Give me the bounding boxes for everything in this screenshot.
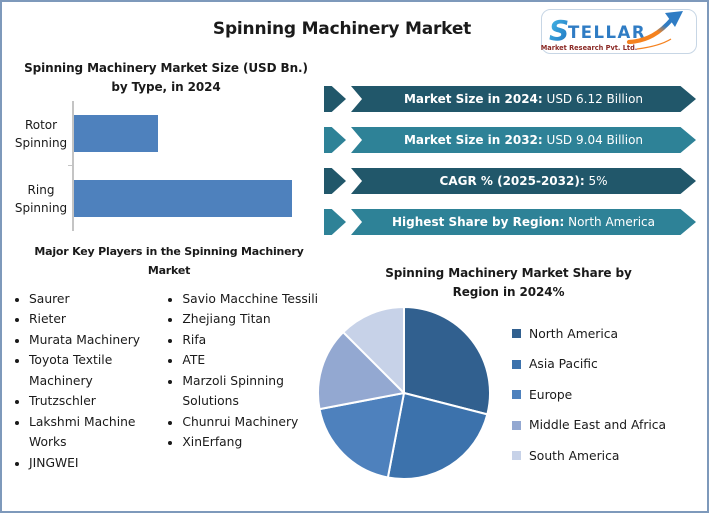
chevron-right-icon xyxy=(324,86,346,112)
key-players-section: Major Key Players in the Spinning Machin… xyxy=(12,242,326,473)
logo-arrow-icon xyxy=(626,16,675,45)
bar-row-ring-spinning: Ring Spinning xyxy=(10,165,322,232)
list-item-trutzschler: Trutzschler xyxy=(29,391,165,412)
list-item-savio-macchine-tessili: Savio Macchine Tessili xyxy=(182,289,326,310)
stat-value: North America xyxy=(564,215,655,229)
stat-banner-body: Highest Share by Region: North America xyxy=(351,209,696,235)
legend-item-south-america: South America xyxy=(512,440,666,471)
legend-swatch-icon xyxy=(512,359,521,369)
pie-slice-north-america xyxy=(403,306,491,416)
legend-swatch-icon xyxy=(512,420,521,430)
stat-label: Market Size in 2024: xyxy=(403,92,543,106)
list-item-marzoli-spinning-solutions: Marzoli Spinning Solutions xyxy=(182,371,326,412)
stat-banner-4: Highest Share by Region: North America xyxy=(324,209,696,235)
legend-label: Middle East and Africa xyxy=(529,418,667,433)
key-players-columns: SaurerRieterMurata MachineryToyota Texti… xyxy=(12,289,326,474)
bar-ring-spinning xyxy=(74,180,293,218)
legend-item-europe: Europe xyxy=(512,379,666,410)
list-item-zhejiang-titan: Zhejiang Titan xyxy=(182,309,326,330)
legend-label: Europe xyxy=(529,387,573,402)
pie-slice-south-america xyxy=(342,306,405,395)
bar-plot: Rotor Spinning Ring Spinning xyxy=(10,101,322,232)
legend-label: South America xyxy=(529,448,620,463)
logo-letter-s: S xyxy=(549,14,569,47)
legend-swatch-icon xyxy=(512,451,521,461)
list-item-rifa: Rifa xyxy=(182,330,326,351)
bar-row-rotor-spinning: Rotor Spinning xyxy=(10,101,322,167)
logo-underline-swoosh-icon xyxy=(636,38,672,50)
stat-value: USD 6.12 Billion xyxy=(542,92,644,106)
key-players-column-2: Savio Macchine TessiliZhejiang TitanRifa… xyxy=(165,289,326,474)
bar-rotor-spinning xyxy=(74,115,159,153)
bar-category-label: Ring Spinning xyxy=(14,182,68,215)
stat-banner-2: Market Size in 2032: USD 9.04 Billion xyxy=(324,127,696,153)
legend-item-north-america: North America xyxy=(512,318,666,349)
stat-banner-3: CAGR % (2025-2032): 5% xyxy=(324,168,696,194)
list-item-jingwei: JINGWEI xyxy=(29,453,165,474)
list-item-lakshmi-machine-works: Lakshmi Machine Works xyxy=(29,412,165,453)
list-item-xinerfang: XinErfang xyxy=(182,432,326,453)
pie-slice-europe xyxy=(318,392,405,479)
stat-value: USD 9.04 Billion xyxy=(542,133,644,147)
stellar-logo: S TELLAR Market Research Pvt. Ltd. xyxy=(541,9,697,54)
chevron-right-icon xyxy=(324,209,346,235)
stat-banner-body: CAGR % (2025-2032): 5% xyxy=(351,168,696,194)
list-item-saurer: Saurer xyxy=(29,289,165,310)
key-players-title: Major Key Players in the Spinning Machin… xyxy=(34,245,304,278)
page-title: Spinning Machinery Market xyxy=(212,19,472,39)
pie-slice-asia-pacific xyxy=(386,392,489,481)
pie-legend: North America Asia Pacific Europe Middle Ea… xyxy=(512,304,666,486)
bar-track xyxy=(68,165,322,232)
bar-chart-title: Spinning Machinery Market Size (USD Bn.)… xyxy=(24,61,308,95)
pie-slice-middle-east-and-africa xyxy=(318,331,405,411)
stat-label: Market Size in 2032: xyxy=(403,133,543,147)
pie-chart-title: Spinning Machinery Market Share by Regio… xyxy=(385,266,632,300)
logo-arrowhead-icon xyxy=(665,11,683,27)
legend-swatch-icon xyxy=(512,390,521,400)
legend-item-middle-east-and-africa: Middle East and Africa xyxy=(512,410,666,441)
list-item-ate: ATE xyxy=(182,350,326,371)
stat-banner-body: Market Size in 2032: USD 9.04 Billion xyxy=(351,127,696,153)
legend-label: North America xyxy=(529,326,619,341)
legend-swatch-icon xyxy=(512,329,521,339)
stat-banner-body: Market Size in 2024: USD 6.12 Billion xyxy=(351,86,696,112)
bar-track xyxy=(72,101,322,167)
logo-subtitle: Market Research Pvt. Ltd. xyxy=(541,44,637,52)
key-players-column-1: SaurerRieterMurata MachineryToyota Texti… xyxy=(12,289,165,474)
pie-chart-row: North America Asia Pacific Europe Middle Ea… xyxy=(318,304,699,486)
list-item-rieter: Rieter xyxy=(29,309,165,330)
stat-label: CAGR % (2025-2032): xyxy=(439,174,585,188)
chevron-right-icon xyxy=(324,168,346,194)
list-item-chunrui-machinery: Chunrui Machinery xyxy=(182,412,326,433)
bar-chart-section: Spinning Machinery Market Size (USD Bn.)… xyxy=(10,59,322,232)
list-item-murata-machinery: Murata Machinery xyxy=(29,330,165,351)
logo-wordmark: TELLAR xyxy=(568,23,646,42)
bar-category-label: Rotor Spinning xyxy=(14,117,68,150)
stat-label: Highest Share by Region: xyxy=(392,215,565,229)
stat-value: 5% xyxy=(584,174,608,188)
stellar-logo-icon: S TELLAR Market Research Pvt. Ltd. xyxy=(541,9,697,54)
legend-label: Asia Pacific xyxy=(529,357,598,372)
chevron-right-icon xyxy=(324,127,346,153)
legend-item-asia-pacific: Asia Pacific xyxy=(512,349,666,380)
pie-chart-section: Spinning Machinery Market Share by Regio… xyxy=(318,264,699,486)
pie-chart xyxy=(318,306,491,481)
list-item-toyota-textile-machinery: Toyota Textile Machinery xyxy=(29,350,165,391)
stat-banners: Market Size in 2024: USD 6.12 Billion Mar… xyxy=(324,86,696,235)
stat-banner-1: Market Size in 2024: USD 6.12 Billion xyxy=(324,86,696,112)
